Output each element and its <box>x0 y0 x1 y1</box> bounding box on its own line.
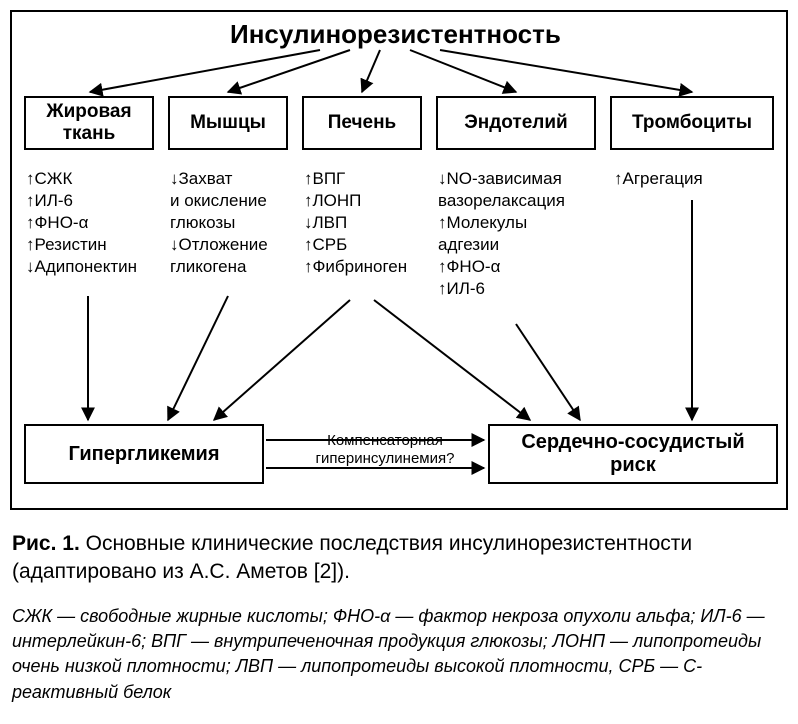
node-cvrisk: Сердечно-сосудистыйриск <box>488 424 778 484</box>
node-endoth: Эндотелий <box>436 96 596 150</box>
node-adipose: Жироваяткань <box>24 96 154 150</box>
abbrev-legend: СЖК — свободные жирные кислоты; ФНО-α — … <box>12 604 788 705</box>
node-platelet: Тромбоциты <box>610 96 774 150</box>
effects-adipose_eff: ↑СЖК↑ИЛ-6↑ФНО-α↑Резистин↓Адипонектин <box>26 168 166 278</box>
effects-muscle_eff: ↓Захвати окислениеглюкозы↓Отложениеглико… <box>170 168 300 278</box>
diagram-title: Инсулинорезистентность <box>230 18 561 52</box>
node-liver: Печень <box>302 96 422 150</box>
mid-question-label: Компенсаторнаягиперинсулинемия? <box>290 432 480 468</box>
effects-endoth_eff: ↓NO-зависимаявазорелаксация↑Молекулыадге… <box>438 168 608 301</box>
effects-liver_eff: ↑ВПГ↑ЛОНП↓ЛВП↑СРБ↑Фибриноген <box>304 168 434 278</box>
figure-caption: Рис. 1. Основные клинические последствия… <box>12 530 788 587</box>
node-muscle: Мышцы <box>168 96 288 150</box>
node-hyperglyc: Гипергликемия <box>24 424 264 484</box>
effects-platelet_eff: ↑Агрегация <box>614 168 764 190</box>
